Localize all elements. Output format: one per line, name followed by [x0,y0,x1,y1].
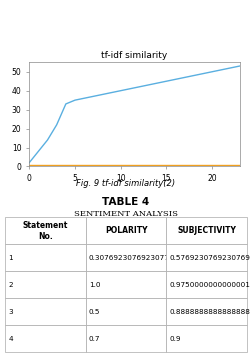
Text: 0.15319541], dtype=float32): 0.15319541], dtype=float32) [54,34,198,41]
Text: array([0.8336592 , 0.88295164, 0.82757483, 0.9997187 , 0.87449681,: array([0.8336592 , 0.88295164, 0.8275748… [0,17,252,23]
Text: SENTIMENT ANALYSIS: SENTIMENT ANALYSIS [74,210,178,218]
Text: Fig. 9 tf-idf similarity(2): Fig. 9 tf-idf similarity(2) [76,179,176,188]
Text: TABLE 4: TABLE 4 [102,197,150,207]
